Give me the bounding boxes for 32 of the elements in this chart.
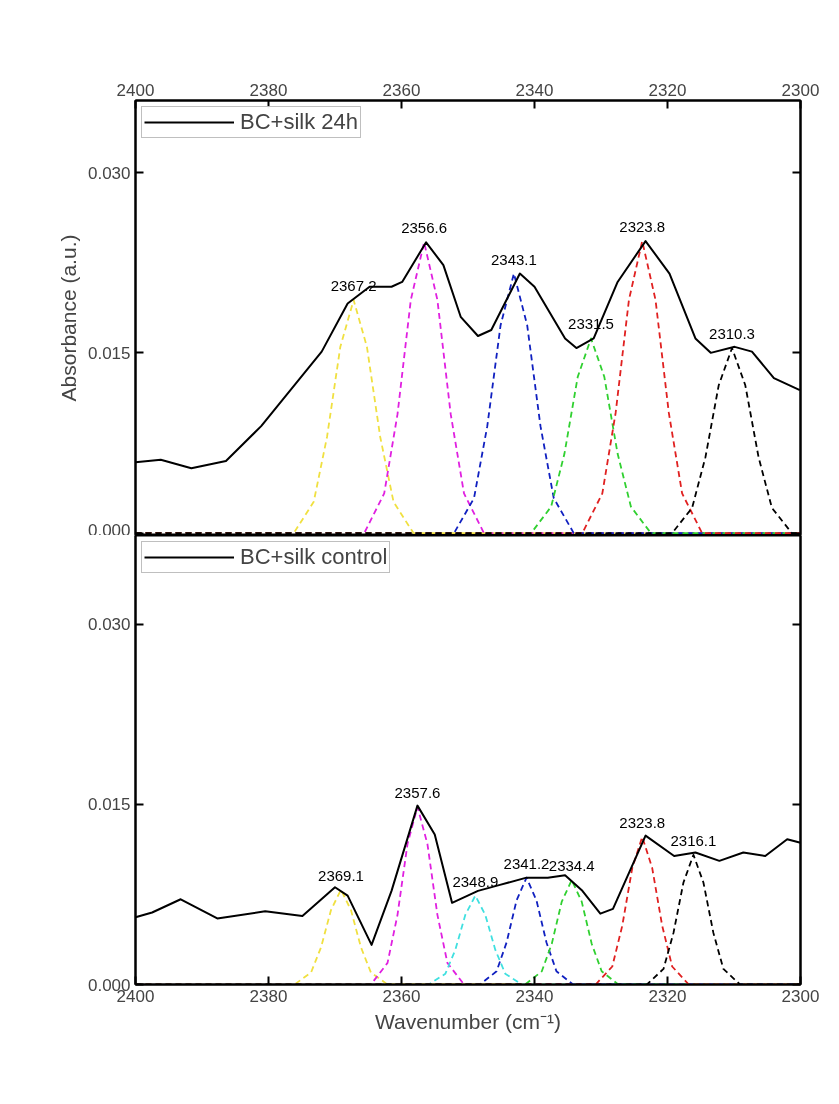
x-tick-label: 2380 xyxy=(249,80,288,100)
y-tick-label: 0.030 xyxy=(87,163,131,183)
annotation: 2369.1 xyxy=(318,866,364,884)
annotation: 2357.6 xyxy=(394,783,441,801)
x-tick-label: 2300 xyxy=(781,986,820,1006)
legend-label: BC+silk 24h xyxy=(240,109,359,135)
annotation: 2356.6 xyxy=(401,219,448,237)
legend-label: BC+silk control xyxy=(240,544,388,570)
x-tick-label: 2340 xyxy=(515,80,554,100)
y-tick-label: 0.015 xyxy=(87,343,131,363)
x-tick-label: 2380 xyxy=(249,986,288,1006)
x-axis-title: Wavenumber (cm⁻¹) xyxy=(375,1009,561,1033)
annotation: 2341.2 xyxy=(503,854,550,872)
x-tick-label: 2340 xyxy=(515,986,554,1006)
x-tick-label: 2360 xyxy=(382,80,421,100)
annotation: 2316.1 xyxy=(670,831,717,849)
annotation: 2310.3 xyxy=(709,325,755,343)
annotation: 2334.4 xyxy=(548,857,595,875)
y-tick-label: 0.030 xyxy=(87,615,131,635)
y-tick-label: 0.015 xyxy=(87,795,131,815)
annotation: 2323.8 xyxy=(619,813,666,831)
annotation: 2367.2 xyxy=(330,276,377,294)
annotation: 2348.9 xyxy=(452,872,499,890)
x-tick-label: 2360 xyxy=(382,986,421,1006)
annotation: 2323.8 xyxy=(619,218,666,236)
x-tick-label: 2300 xyxy=(781,80,820,100)
y-axis-title: Absorbance (a.u.) xyxy=(56,234,80,402)
x-tick-label: 2400 xyxy=(116,80,155,100)
x-tick-label: 2320 xyxy=(648,986,687,1006)
x-tick-label: 2320 xyxy=(648,80,687,100)
annotation: 2343.1 xyxy=(490,250,537,268)
y-tick-label: 0.000 xyxy=(87,520,131,540)
